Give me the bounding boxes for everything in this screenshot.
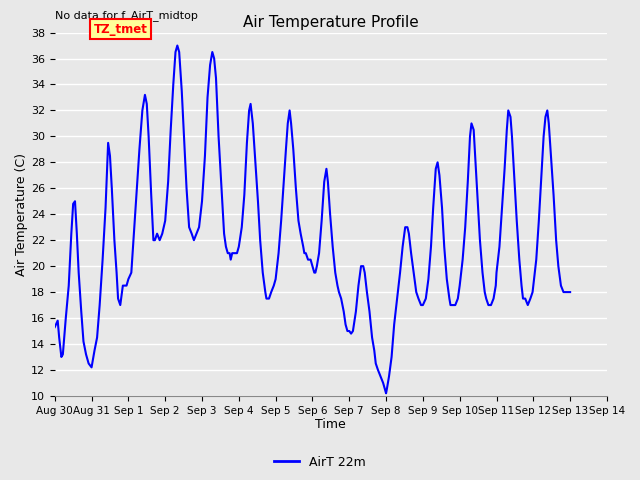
Title: Air Temperature Profile: Air Temperature Profile (243, 15, 419, 30)
Y-axis label: Air Temperature (C): Air Temperature (C) (15, 153, 28, 276)
Legend: AirT 22m: AirT 22m (269, 451, 371, 474)
X-axis label: Time: Time (316, 419, 346, 432)
Text: TZ_tmet: TZ_tmet (93, 23, 147, 36)
Text: No data for f_AirT_midtop: No data for f_AirT_midtop (55, 10, 198, 21)
